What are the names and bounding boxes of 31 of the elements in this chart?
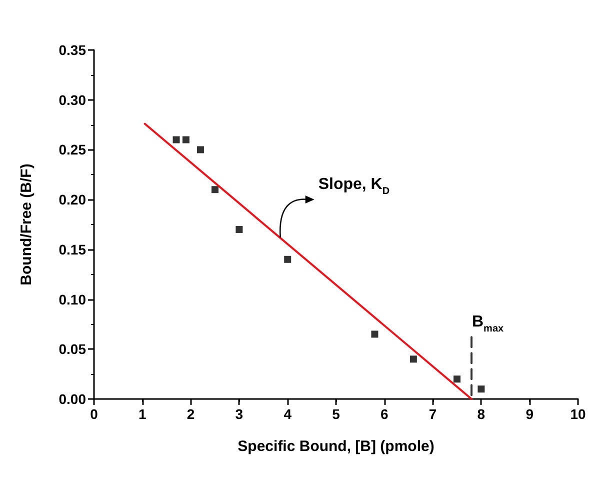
x-tick-label: 3: [235, 406, 244, 422]
y-tick-label: 0.00: [58, 391, 86, 407]
y-tick-label: 0.30: [58, 92, 86, 108]
point: [478, 386, 485, 393]
y-axis-title: Bound/Free (B/F): [18, 164, 35, 286]
x-tick-label: 4: [284, 406, 292, 422]
y-tick-label: 0.20: [58, 192, 86, 208]
y-tick-label: 0.25: [58, 142, 86, 158]
point: [236, 226, 243, 233]
x-tick-label: 2: [186, 406, 195, 422]
x-tick-label: 0: [90, 406, 98, 422]
point: [196, 146, 204, 154]
x-axis-title: Specific Bound, [B] (pmole): [238, 438, 434, 455]
y-tick-label: 0.15: [58, 241, 86, 258]
point: [212, 186, 218, 194]
point: [284, 256, 292, 263]
point: [182, 136, 190, 144]
point: [410, 356, 417, 363]
x-tick-label: 10: [570, 406, 586, 422]
x-tick-label: 7: [428, 406, 437, 422]
x-tick-label: 9: [526, 406, 534, 422]
y-tick-label: 0.05: [58, 341, 86, 358]
y-tick-label: 0.10: [58, 291, 86, 308]
x-tick-label: 5: [332, 406, 340, 422]
point: [454, 376, 460, 383]
x-tick-label: 6: [380, 406, 388, 422]
x-tick-label: 1: [138, 406, 146, 422]
x-tick-label: 8: [477, 406, 486, 422]
point: [371, 330, 378, 338]
y-tick-label: 0.35: [58, 42, 86, 58]
point: [172, 136, 180, 144]
